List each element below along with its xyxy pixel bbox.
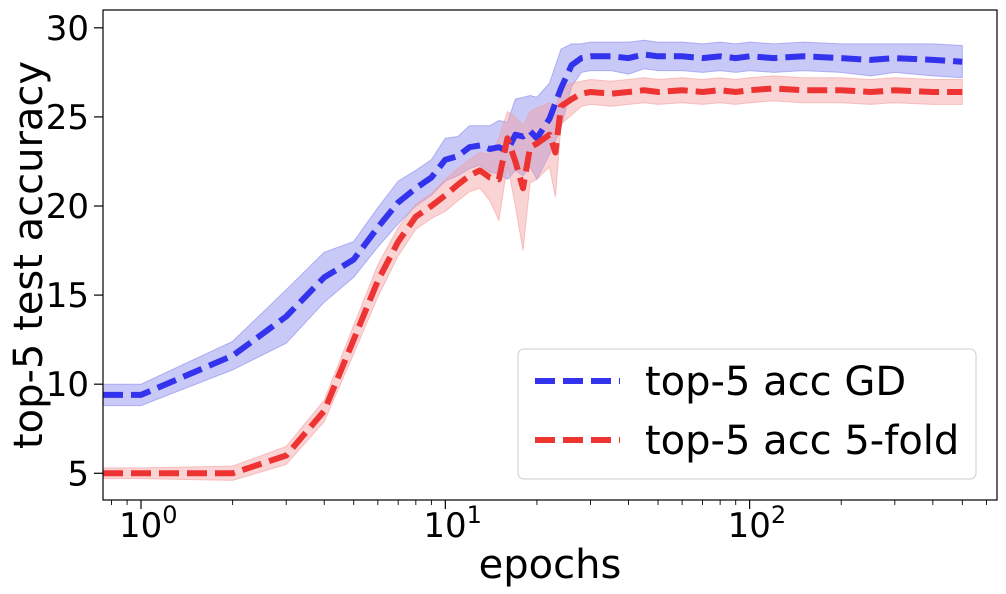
y-axis-title: top-5 test accuracy [6, 61, 52, 449]
x-axis: 100 101 102 [111, 500, 987, 546]
y-tick-label: 10 [46, 365, 89, 405]
x-tick-label: 101 [423, 501, 482, 546]
legend-label-gd: top-5 acc GD [645, 359, 906, 405]
y-tick-label: 5 [67, 454, 89, 494]
x-axis-title: epochs [479, 542, 622, 588]
legend-label-5fold: top-5 acc 5-fold [645, 418, 959, 464]
y-tick-label: 30 [46, 9, 89, 49]
series-lines [103, 51, 963, 477]
legend-box [517, 348, 977, 480]
y-tick-label: 20 [46, 187, 89, 227]
y-tick-label: 15 [46, 276, 89, 316]
line-series-1 [103, 85, 963, 477]
x-tick-label: 102 [728, 501, 787, 546]
legend: top-5 acc GD top-5 acc 5-fold [517, 348, 977, 480]
x-tick-label: 100 [119, 501, 178, 546]
band-series-0 [103, 39, 963, 407]
plot-frame [102, 9, 998, 501]
y-tick-label: 25 [46, 98, 89, 138]
y-axis: 5 10 15 20 25 30 [46, 9, 103, 494]
